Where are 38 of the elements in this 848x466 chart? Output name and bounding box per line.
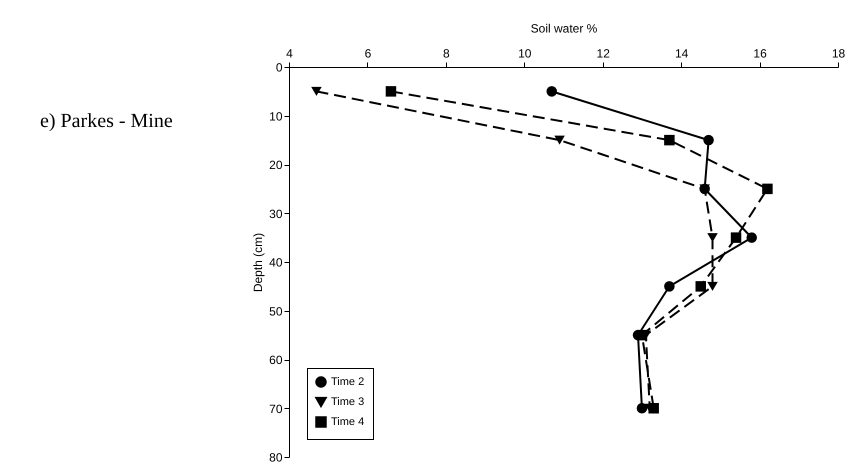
point <box>746 232 757 243</box>
x-tick-label: 4 <box>286 46 294 60</box>
x-tick-label: 18 <box>832 46 846 60</box>
y-tick-label: 80 <box>269 450 283 464</box>
x-axis-title: Soil water % <box>530 22 598 36</box>
y-tick-label: 60 <box>269 353 283 367</box>
x-tick-label: 10 <box>518 46 532 60</box>
y-tick-label: 40 <box>269 256 283 270</box>
point <box>664 281 675 292</box>
legend-label: Time 3 <box>331 396 364 408</box>
point <box>648 403 659 414</box>
legend-label: Time 4 <box>331 416 364 428</box>
y-tick-label: 30 <box>269 206 283 221</box>
x-tick-label: 14 <box>674 46 689 60</box>
point <box>386 86 396 97</box>
x-tick-label: 16 <box>753 46 768 60</box>
point <box>311 86 322 96</box>
y-tick-label: 10 <box>269 109 283 124</box>
y-tick-label: 20 <box>269 158 283 172</box>
x-tick-label: 8 <box>443 46 450 60</box>
point <box>703 134 714 146</box>
point <box>664 134 675 146</box>
y-tick-label: 70 <box>269 402 283 416</box>
y-tick-label: 50 <box>269 304 283 318</box>
point <box>762 184 773 194</box>
point <box>636 330 648 340</box>
y-tick-label: 0 <box>276 60 283 74</box>
y-axis-title: Depth (cm) <box>251 232 266 292</box>
point <box>546 86 557 97</box>
point <box>636 403 648 414</box>
legend-label: Time 2 <box>331 376 364 388</box>
point <box>696 281 706 292</box>
x-tick-label: 12 <box>596 46 610 60</box>
text: e) Parkes - Mine <box>40 110 173 133</box>
point <box>554 136 565 145</box>
point <box>730 232 742 243</box>
point <box>707 282 718 291</box>
x-tick-label: 6 <box>364 46 372 60</box>
